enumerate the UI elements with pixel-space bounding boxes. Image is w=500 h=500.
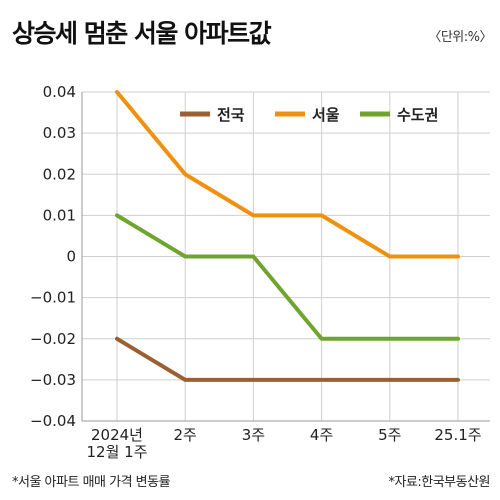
x-tick-label: 2024년: [91, 426, 143, 444]
x-tick-label: 5주: [378, 426, 401, 444]
legend: 전국 서울 수도권: [180, 106, 438, 124]
series-layer: [115, 90, 460, 382]
footnote-source: *자료:한국부동산원: [388, 475, 490, 490]
y-tick-label: −0.02: [30, 330, 76, 348]
series-line-서울: [115, 90, 460, 259]
y-tick-label: 0.03: [43, 124, 76, 142]
y-tick-label: −0.03: [30, 371, 76, 389]
series-line-수도권: [115, 213, 460, 341]
x-tick-label: 3주: [242, 426, 265, 444]
x-tick-label: 2주: [174, 426, 197, 444]
x-tick-label: 4주: [310, 426, 333, 444]
y-tick-label: −0.01: [30, 289, 76, 307]
x-tick-label: 25.1주: [434, 426, 481, 444]
footnote-note: *서울 아파트 매매 가격 변동률: [12, 475, 171, 490]
x-tick-label: 12월 1주: [87, 443, 148, 461]
chart-title: 상승세 멈춘 서울 아파트값: [12, 19, 272, 48]
y-tick-label: 0.01: [43, 206, 76, 224]
y-tick-labels: 0.04 0.03 0.02 0.01 0 −0.01 −0.02 −0.03 −0.04: [30, 83, 76, 430]
legend-label: 수도권: [397, 106, 438, 124]
series-line-전국: [115, 336, 460, 382]
unit-label: 〈단위:%〉: [428, 30, 492, 45]
legend-label: 전국: [217, 106, 245, 124]
y-tick-label: 0.04: [43, 83, 76, 101]
y-tick-label: 0: [66, 248, 76, 266]
y-tick-label: −0.04: [30, 412, 76, 430]
legend-label: 서울: [312, 106, 340, 124]
y-tick-label: 0.02: [43, 165, 76, 183]
